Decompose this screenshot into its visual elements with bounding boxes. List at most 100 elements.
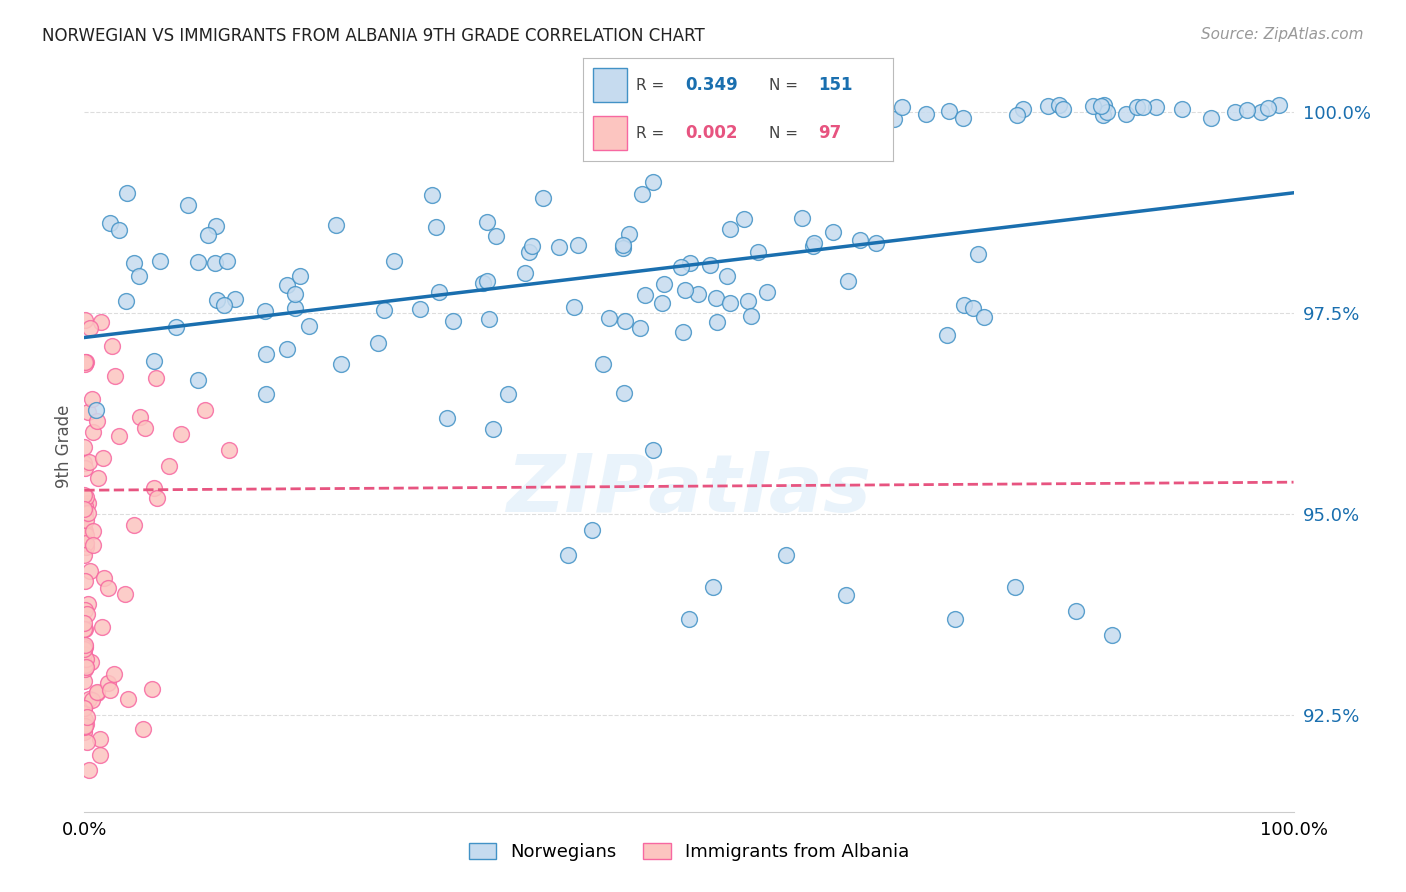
Point [205, 293, 228, 307]
Point [117, 692, 139, 706]
Point [598, 310, 620, 325]
Point [73, 488, 96, 502]
Point [79, 655, 101, 669]
Point [943, 612, 966, 626]
Point [86, 685, 108, 699]
Point [224, 292, 246, 306]
Point [747, 245, 769, 260]
Point [73, 603, 96, 617]
Point [733, 212, 755, 227]
Point [803, 239, 825, 253]
Point [482, 422, 505, 436]
Point [204, 255, 226, 269]
Point [1004, 580, 1026, 594]
Point [373, 303, 395, 318]
Point [496, 386, 519, 401]
Point [75, 528, 97, 542]
Point [1091, 108, 1114, 122]
Point [1095, 104, 1118, 119]
Point [128, 410, 150, 425]
Point [441, 314, 464, 328]
Point [89, 748, 111, 763]
Point [122, 517, 145, 532]
Point [75, 640, 97, 655]
Point [1052, 102, 1074, 116]
Point [97, 581, 120, 595]
FancyBboxPatch shape [593, 117, 627, 150]
Point [73, 662, 96, 676]
Point [73, 719, 96, 733]
Point [73, 701, 96, 715]
Point [592, 357, 614, 371]
Point [73, 456, 96, 470]
Point [77, 506, 100, 520]
Point [104, 369, 127, 384]
Point [73, 640, 96, 654]
Point [1132, 100, 1154, 114]
Point [704, 291, 727, 305]
Point [1144, 100, 1167, 114]
Point [485, 228, 508, 243]
Point [75, 358, 97, 372]
Point [73, 673, 96, 688]
Point [330, 358, 353, 372]
Point [679, 256, 702, 270]
Text: Source: ZipAtlas.com: Source: ZipAtlas.com [1201, 27, 1364, 42]
Point [1201, 111, 1223, 125]
Point [91, 450, 114, 465]
Point [631, 187, 654, 202]
Point [477, 215, 499, 229]
Point [702, 580, 724, 594]
Point [176, 198, 198, 212]
Point [194, 402, 217, 417]
Point [619, 227, 641, 242]
Point [170, 426, 193, 441]
Point [73, 534, 96, 549]
Point [1092, 98, 1115, 112]
Point [82, 425, 104, 439]
Point [409, 302, 432, 317]
Point [755, 285, 778, 299]
Point [89, 732, 111, 747]
Point [73, 522, 96, 536]
Point [284, 301, 307, 315]
Point [1223, 105, 1246, 120]
Point [1007, 108, 1029, 122]
Point [1012, 102, 1035, 116]
Point [107, 429, 129, 443]
Point [75, 355, 97, 369]
Point [973, 310, 995, 324]
Point [718, 296, 741, 310]
Point [187, 373, 209, 387]
Point [73, 713, 96, 727]
Point [835, 588, 858, 602]
Text: 0.002: 0.002 [686, 124, 738, 143]
Point [77, 496, 100, 510]
Text: NORWEGIAN VS IMMIGRANTS FROM ALBANIA 9TH GRADE CORRELATION CHART: NORWEGIAN VS IMMIGRANTS FROM ALBANIA 9TH… [42, 27, 704, 45]
Point [254, 304, 277, 318]
Text: ZIPatlas: ZIPatlas [506, 450, 872, 529]
Point [688, 287, 710, 301]
Point [803, 235, 825, 250]
Point [197, 227, 219, 242]
Point [517, 245, 540, 260]
Point [76, 607, 98, 621]
Point [73, 725, 96, 739]
Point [86, 685, 108, 699]
Point [962, 301, 984, 316]
Point [672, 325, 695, 339]
Point [143, 354, 166, 368]
Point [77, 455, 100, 469]
Point [475, 274, 498, 288]
Point [134, 421, 156, 435]
Point [1036, 98, 1059, 112]
Point [97, 675, 120, 690]
Point [675, 283, 697, 297]
Point [382, 253, 405, 268]
Point [641, 443, 664, 458]
Point [298, 319, 321, 334]
Point [741, 107, 763, 121]
Point [141, 682, 163, 697]
Point [114, 587, 136, 601]
Point [420, 187, 443, 202]
